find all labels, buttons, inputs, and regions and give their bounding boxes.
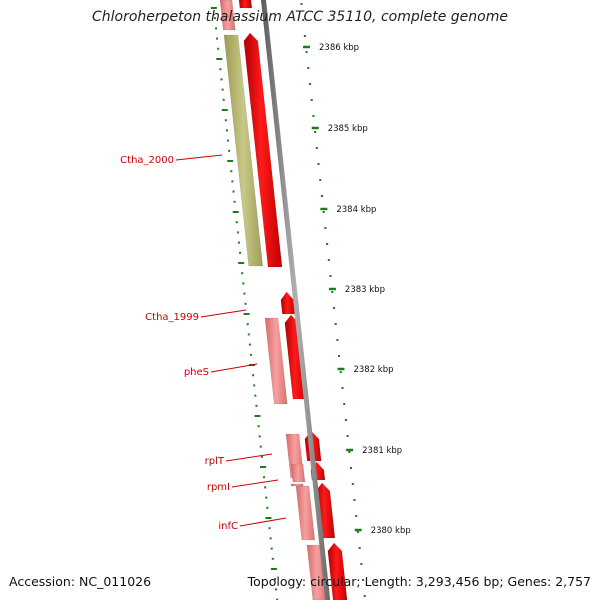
kbp-label: 2382 kbp	[353, 365, 393, 375]
gene-label[interactable]: Ctha_1999	[145, 312, 199, 323]
gene-label-leader	[239, 517, 287, 527]
genome-backbone	[261, 0, 331, 600]
kbp-label: 2380 kbp	[371, 526, 411, 536]
gene-arrow-forward	[280, 291, 296, 315]
genome-summary-text: Topology: circular; Length: 3,293,456 bp…	[247, 574, 591, 589]
gene-label-leader	[231, 479, 279, 488]
backbone-track	[261, 0, 331, 600]
gene-bar-reverse	[295, 485, 316, 541]
gene-label[interactable]: Ctha_2000	[120, 155, 174, 166]
gene-label-leader	[225, 453, 273, 462]
gene-bar-reverse	[290, 483, 304, 487]
gene-label[interactable]: pheS	[184, 367, 209, 378]
gene-arrow-forward	[243, 32, 283, 268]
gene-label[interactable]: rpmI	[207, 482, 230, 493]
kbp-label: 2385 kbp	[328, 124, 368, 134]
gene-label[interactable]: infC	[218, 521, 238, 532]
genome-title: Chloroherpeton thalassium ATCC 35110, co…	[92, 9, 508, 25]
gene-label-layer: Ctha_2000 Ctha_1999 pheS rplT rpmI infC	[120, 154, 287, 532]
kbp-label: 2383 kbp	[345, 285, 385, 295]
kbp-label-layer: 2386 kbp 2385 kbp 2384 kbp 2383 kbp 2382 kbp…	[303, 43, 411, 536]
kbp-label: 2381 kbp	[362, 446, 402, 456]
gene-label-leader	[200, 309, 247, 318]
gene-bar-reverse	[219, 0, 236, 31]
outer-tick-track	[300, 3, 366, 597]
inner-tick-track	[210, 7, 279, 601]
gene-bar-reverse	[264, 317, 288, 405]
gene-bar-reverse	[290, 463, 306, 483]
accession-text: Accession: NC_011026	[9, 574, 152, 589]
kbp-label: 2386 kbp	[319, 43, 359, 53]
gene-arrow-forward	[327, 542, 348, 601]
rrna-bar	[223, 34, 263, 267]
gene-track	[219, 0, 348, 601]
gene-label-leader	[175, 154, 223, 161]
kbp-label: 2384 kbp	[336, 205, 376, 215]
gene-label[interactable]: rplT	[205, 456, 225, 467]
gene-bar-forward	[238, 0, 253, 9]
gene-label-leader	[210, 363, 258, 373]
